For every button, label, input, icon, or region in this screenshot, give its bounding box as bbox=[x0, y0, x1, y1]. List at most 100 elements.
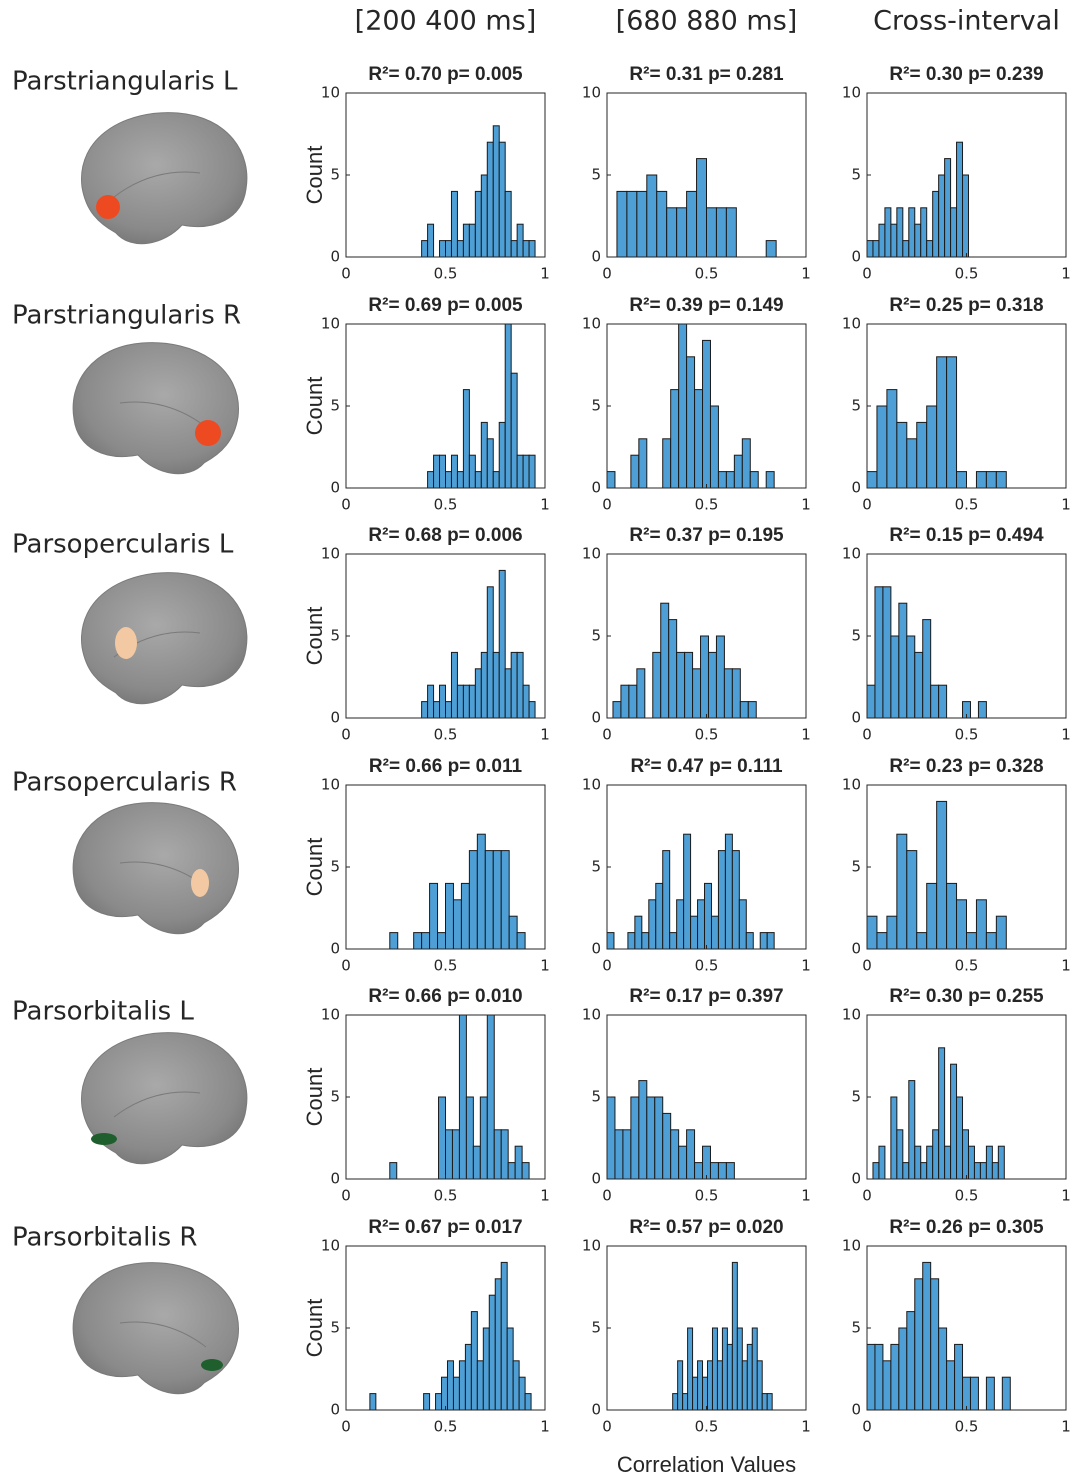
x-tick-label: 0 bbox=[341, 957, 351, 975]
bar bbox=[656, 883, 663, 949]
y-tick-label: 5 bbox=[330, 627, 340, 645]
y-tick-label: 0 bbox=[330, 709, 340, 727]
x-tick-label: 0.5 bbox=[955, 1187, 979, 1205]
bar bbox=[707, 1361, 712, 1410]
bar bbox=[705, 883, 712, 949]
x-tick-label: 0.5 bbox=[955, 1418, 979, 1436]
chart-title: R²= 0.69 p= 0.005 bbox=[368, 295, 523, 316]
x-tick-label: 0.5 bbox=[695, 957, 719, 975]
bar bbox=[522, 1163, 529, 1179]
y-tick-label: 5 bbox=[591, 1319, 601, 1337]
x-tick-label: 0.5 bbox=[695, 1418, 719, 1436]
bar bbox=[424, 1394, 430, 1410]
bar bbox=[480, 1097, 487, 1179]
bar bbox=[507, 1328, 513, 1410]
bar bbox=[511, 241, 517, 257]
bar bbox=[737, 1328, 742, 1410]
bar bbox=[970, 1377, 978, 1410]
bar bbox=[695, 390, 703, 488]
x-tick-label: 1 bbox=[540, 265, 550, 283]
bar bbox=[623, 1130, 631, 1179]
bar bbox=[671, 1130, 679, 1179]
y-tick-label: 5 bbox=[851, 397, 861, 415]
bar bbox=[710, 1163, 718, 1179]
bar bbox=[481, 652, 487, 718]
bar bbox=[923, 1262, 931, 1410]
chart-title: R²= 0.26 p= 0.305 bbox=[889, 1217, 1044, 1238]
bar bbox=[703, 340, 711, 488]
bar bbox=[974, 1163, 980, 1179]
bar bbox=[957, 1097, 963, 1179]
bar bbox=[933, 191, 939, 257]
bar bbox=[917, 933, 927, 949]
bar bbox=[967, 933, 977, 949]
x-tick-label: 0 bbox=[602, 496, 612, 514]
bar bbox=[739, 900, 746, 949]
bar bbox=[867, 685, 875, 718]
x-tick-label: 0.5 bbox=[695, 726, 719, 744]
y-tick-label: 5 bbox=[851, 1319, 861, 1337]
bar bbox=[980, 1163, 986, 1179]
bar bbox=[677, 208, 687, 257]
bar bbox=[698, 900, 705, 949]
x-axis-label: Correlation Values bbox=[617, 1452, 796, 1477]
bar bbox=[517, 455, 523, 488]
bar bbox=[485, 851, 493, 949]
bar bbox=[727, 1344, 732, 1410]
bar bbox=[879, 224, 885, 257]
y-tick-label: 10 bbox=[842, 315, 861, 333]
bar bbox=[907, 439, 917, 488]
bar bbox=[523, 241, 529, 257]
bar bbox=[436, 1394, 442, 1410]
brain-image bbox=[82, 113, 247, 244]
y-tick-label: 10 bbox=[842, 1006, 861, 1024]
bar bbox=[909, 1081, 915, 1179]
x-tick-label: 0 bbox=[602, 1418, 612, 1436]
bar bbox=[750, 472, 758, 488]
row-label: Parsopercularis R bbox=[12, 768, 237, 798]
bar bbox=[718, 472, 726, 488]
bar bbox=[508, 1163, 515, 1179]
column-title: [680 880 ms] bbox=[616, 6, 798, 37]
bar bbox=[663, 851, 670, 949]
y-tick-label: 10 bbox=[321, 545, 340, 563]
bar bbox=[951, 208, 957, 257]
y-tick-label: 0 bbox=[330, 479, 340, 497]
bar bbox=[907, 1312, 915, 1410]
bar bbox=[466, 1097, 473, 1179]
bar bbox=[655, 1097, 663, 1179]
y-tick-label: 10 bbox=[582, 776, 601, 794]
bar bbox=[740, 702, 748, 718]
y-tick-label: 0 bbox=[851, 1401, 861, 1419]
row-label: Parsorbitalis R bbox=[12, 1223, 197, 1253]
chart-title: R²= 0.31 p= 0.281 bbox=[629, 64, 784, 85]
bar bbox=[505, 191, 511, 257]
bar bbox=[996, 916, 1006, 949]
x-tick-label: 0 bbox=[341, 496, 351, 514]
bar bbox=[469, 685, 475, 718]
bar bbox=[487, 142, 493, 257]
bar bbox=[891, 636, 899, 718]
y-tick-label: 10 bbox=[321, 1006, 340, 1024]
bar bbox=[493, 652, 499, 718]
y-tick-label: 5 bbox=[330, 397, 340, 415]
y-tick-label: 0 bbox=[330, 248, 340, 266]
bar bbox=[617, 191, 627, 257]
bar bbox=[760, 933, 767, 949]
y-tick-label: 0 bbox=[591, 479, 601, 497]
bar bbox=[687, 191, 697, 257]
brain-image bbox=[82, 1033, 247, 1164]
bar bbox=[712, 1328, 717, 1410]
bar bbox=[897, 208, 903, 257]
bar bbox=[718, 851, 725, 949]
y-tick-label: 0 bbox=[591, 248, 601, 266]
bar bbox=[867, 916, 877, 949]
bar bbox=[505, 324, 511, 488]
bar bbox=[766, 241, 776, 257]
x-tick-label: 0 bbox=[341, 726, 351, 744]
chart-title: R²= 0.23 p= 0.328 bbox=[889, 756, 1043, 777]
bar bbox=[957, 142, 963, 257]
bar bbox=[899, 603, 907, 718]
bar bbox=[627, 191, 637, 257]
x-tick-label: 1 bbox=[801, 1187, 811, 1205]
